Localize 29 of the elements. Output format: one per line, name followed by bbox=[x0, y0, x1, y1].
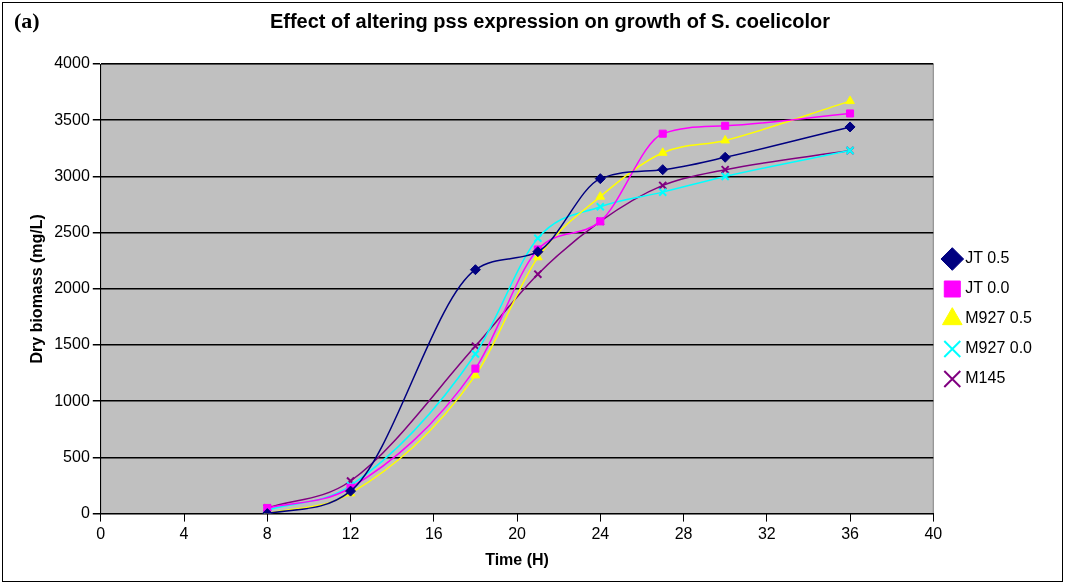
y-tick-label: 2000 bbox=[54, 279, 90, 297]
x-tick-label: 24 bbox=[591, 524, 610, 542]
y-tick-label: 3000 bbox=[54, 166, 90, 184]
y-tick-label: 3500 bbox=[54, 110, 90, 128]
legend-label: M927 0.5 bbox=[965, 309, 1033, 327]
legend-label: JT 0.5 bbox=[965, 249, 1010, 267]
y-tick-label: 1000 bbox=[54, 391, 90, 409]
x-tick-label: 16 bbox=[424, 524, 443, 542]
x-tick-label: 12 bbox=[341, 524, 360, 542]
x-tick-label: 4 bbox=[179, 524, 189, 542]
y-tick-label: 1500 bbox=[54, 335, 90, 353]
y-tick-label: 500 bbox=[63, 447, 90, 465]
y-tick-label: 0 bbox=[80, 504, 90, 522]
legend-label: M927 0.0 bbox=[965, 339, 1033, 357]
legend-label: JT 0.0 bbox=[965, 279, 1010, 297]
y-axis-title: Dry biomass (mg/L) bbox=[28, 214, 46, 364]
x-axis-title: Time (H) bbox=[485, 550, 549, 568]
x-tick-label: 0 bbox=[96, 524, 106, 542]
x-tick-label: 20 bbox=[508, 524, 527, 542]
x-tick-label: 28 bbox=[674, 524, 693, 542]
y-tick-label: 2500 bbox=[54, 223, 90, 241]
x-tick-label: 36 bbox=[841, 524, 860, 542]
y-tick-label: 4000 bbox=[54, 54, 90, 72]
x-tick-label: 40 bbox=[924, 524, 943, 542]
chart-title: Effect of altering pss expression on growth of S. coelicolor bbox=[268, 10, 832, 33]
x-tick-label: 8 bbox=[262, 524, 272, 542]
text: (a) bbox=[14, 8, 40, 34]
x-tick-label: 32 bbox=[757, 524, 776, 542]
legend-label: M145 bbox=[965, 369, 1006, 387]
